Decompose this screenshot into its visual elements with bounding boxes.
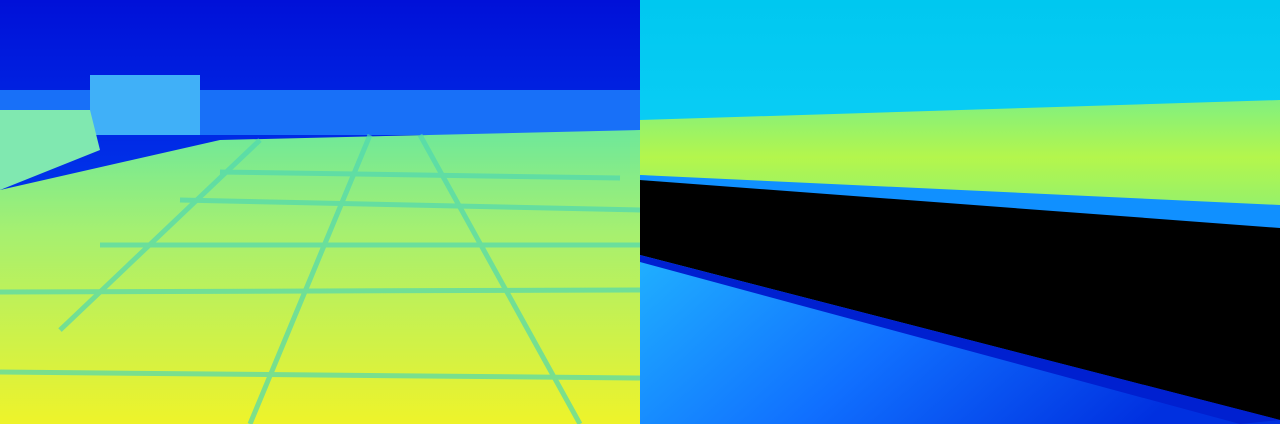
tile-line [0, 369, 641, 381]
structure [90, 75, 200, 135]
tile-lines [0, 133, 641, 424]
tile-line [0, 287, 641, 295]
lower-edge [640, 255, 1280, 424]
green-band [640, 100, 1280, 215]
ground [0, 130, 640, 424]
right-panel [640, 0, 1280, 424]
left-panel [0, 0, 641, 424]
wall [0, 110, 100, 190]
tile-line [219, 169, 621, 181]
tile-line [179, 197, 641, 213]
